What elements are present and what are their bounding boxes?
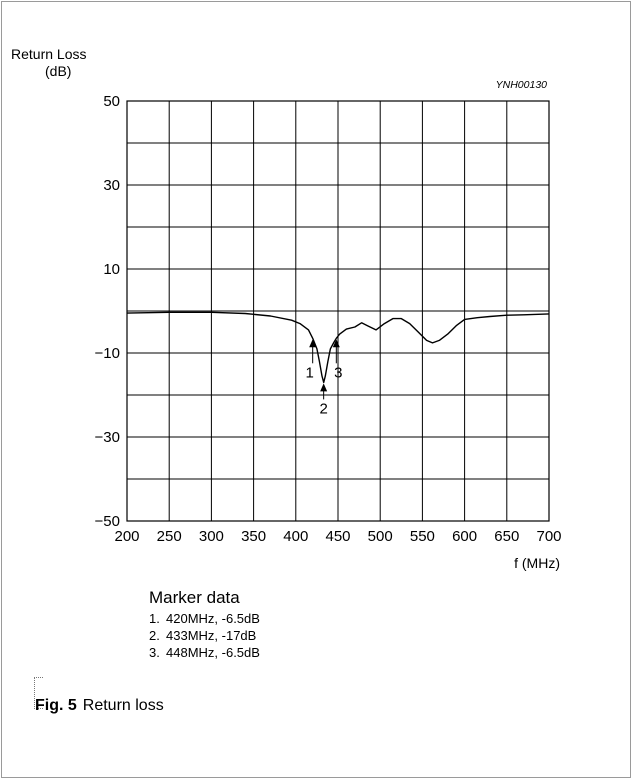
marker-item: 2. 433MHz, -17dB (149, 627, 260, 644)
figure-code: YNH00130 (495, 79, 547, 91)
figure-caption: Fig. 5 Return loss (35, 697, 164, 715)
marker-arrow-head (309, 339, 317, 348)
x-tick-label: 300 (199, 528, 224, 545)
marker-item-number: 1. (149, 611, 160, 626)
marker-label: 3 (334, 364, 342, 381)
x-tick-label: 700 (536, 528, 561, 545)
marker-arrow-head (320, 383, 328, 392)
caption-bracket (34, 677, 43, 709)
y-tick-label: −10 (95, 345, 120, 362)
y-axis-title-line1: Return Loss (11, 46, 87, 62)
marker-item-number: 3. (149, 645, 160, 660)
x-tick-label: 600 (452, 528, 477, 545)
marker-item: 3. 448MHz, -6.5dB (149, 644, 260, 661)
x-tick-label: 450 (325, 528, 350, 545)
marker-item-text: 448MHz, -6.5dB (166, 645, 260, 660)
marker-label: 1 (306, 364, 314, 381)
x-tick-label: 550 (410, 528, 435, 545)
marker-item: 1. 420MHz, -6.5dB (149, 610, 260, 627)
figure-label: Fig. 5 (35, 697, 77, 714)
marker-data-title: Marker data (149, 588, 240, 607)
marker-item-number: 2. (149, 628, 160, 643)
y-tick-label: 50 (103, 93, 120, 110)
y-tick-label: 30 (103, 177, 120, 194)
y-axis-title-line2: (dB) (45, 63, 72, 79)
x-tick-label: 400 (283, 528, 308, 545)
y-tick-label: −50 (95, 513, 120, 530)
x-tick-label: 250 (157, 528, 182, 545)
marker-data-section: Marker data 1. 420MHz, -6.5dB 2. 433MHz, -… (149, 588, 260, 661)
return-loss-chart: 200 250 300 350 400 450 500 550 600 650 700 50 30 10 −… (95, 93, 562, 571)
figure-caption-text: Return loss (82, 697, 164, 714)
marker-label: 2 (319, 400, 327, 417)
x-tick-label: 350 (241, 528, 266, 545)
plot-border (126, 100, 550, 522)
y-tick-label: 10 (103, 261, 120, 278)
marker-item-text: 420MHz, -6.5dB (166, 611, 260, 626)
x-tick-label: 650 (494, 528, 519, 545)
x-tick-label: 500 (368, 528, 393, 545)
y-tick-label: −30 (95, 429, 120, 446)
return-loss-curve (126, 311, 550, 384)
x-axis-title: f (MHz) (514, 555, 560, 571)
x-tick-label: 200 (114, 528, 139, 545)
marker-data-list: 1. 420MHz, -6.5dB 2. 433MHz, -17dB 3. 448MH… (149, 610, 260, 661)
marker-item-text: 433MHz, -17dB (166, 628, 257, 643)
marker-arrow-head (332, 339, 340, 348)
